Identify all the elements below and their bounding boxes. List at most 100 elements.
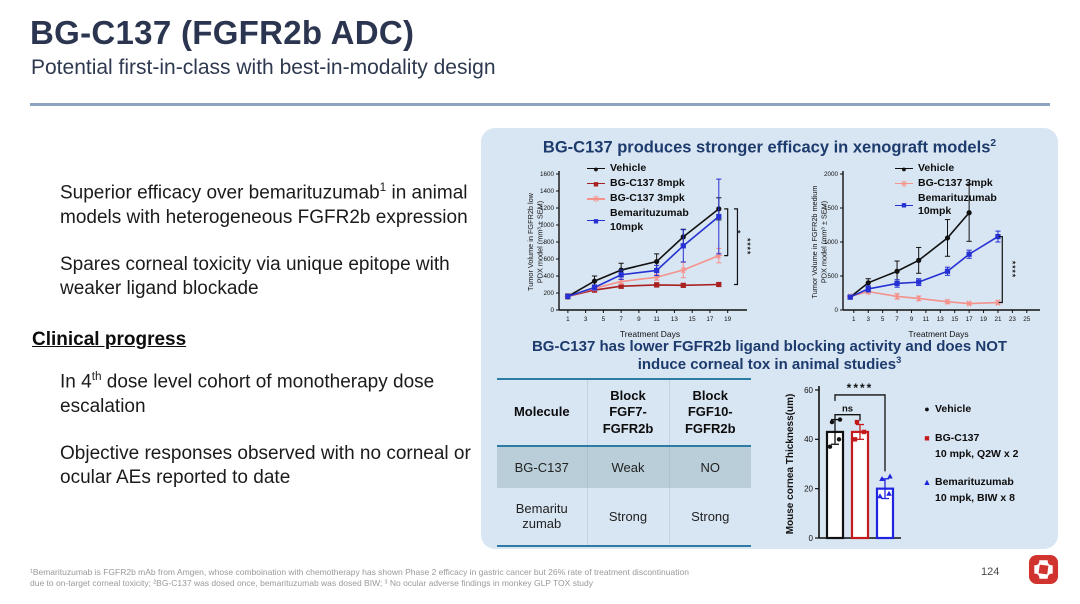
bullet-dose-level: In 4th dose level cohort of monotherapy … — [32, 369, 482, 420]
legend-label: Bemarituzumab 10mpk — [918, 192, 997, 218]
circle-marker-icon: ● — [895, 163, 913, 175]
page-title: BG-C137 (FGFR2b ADC) — [30, 14, 415, 51]
legend-label: Vehicle — [918, 162, 955, 174]
title-divider — [30, 103, 1050, 106]
legend-item: ✳ BG-C137 3mpk — [895, 177, 997, 190]
square-marker-icon: ■ — [587, 178, 605, 190]
svg-text:21: 21 — [994, 316, 1002, 323]
svg-text:400: 400 — [543, 273, 554, 280]
svg-text:1600: 1600 — [540, 171, 555, 178]
svg-text:Tumor Volume in FGFR2b medium: Tumor Volume in FGFR2b medium — [810, 186, 819, 299]
col-header-fgf10: Block FGF10- FGFR2b — [668, 378, 751, 447]
bullet-text: Objective responses observed with no cor… — [60, 442, 471, 489]
legend-item: ● Vehicle — [919, 402, 1018, 418]
svg-text:3: 3 — [584, 316, 588, 323]
chart-svg: 0 200 400 600 800 1000 1200 1400 1600 1 … — [526, 171, 752, 339]
svg-text:PDX model (mm³ ± SEM): PDX model (mm³ ± SEM) — [820, 201, 829, 283]
svg-text:17: 17 — [706, 316, 714, 323]
triangle-marker-icon: ▲ — [922, 477, 932, 488]
cell-fgf7: Weak — [586, 445, 669, 488]
legend-item: ✳ BG-C137 3mpk — [587, 192, 689, 205]
chart-legend: ● Vehicle ■ BG-C137 10 mpk, Q2W x 2 ▲ Bemarit… — [911, 374, 1019, 546]
svg-text:Treatment Days: Treatment Days — [620, 329, 680, 339]
svg-text:0: 0 — [809, 534, 814, 543]
svg-text:13: 13 — [671, 316, 679, 323]
bullet-text: In 4th dose level cohort of monotherapy … — [60, 370, 435, 418]
legend-label: Vehicle — [935, 403, 972, 415]
sparkle-icon — [32, 442, 60, 491]
ligand-blocking-title: BG-C137 has lower FGFR2b ligand blocking… — [531, 338, 1008, 374]
svg-text:500: 500 — [827, 273, 838, 280]
svg-text:1: 1 — [852, 316, 856, 323]
ligand-blocking-table: Molecule Block FGF7- FGFR2b Block FGF10-… — [497, 378, 751, 547]
svg-text:Mouse cornea Thickness(um): Mouse cornea Thickness(um) — [785, 394, 796, 535]
svg-text:0: 0 — [834, 307, 838, 314]
square-marker-icon: ■ — [895, 199, 913, 211]
svg-text:5: 5 — [602, 316, 606, 323]
footnotes: ¹Bemarituzumab is FGFR2b mAb from Amgen,… — [30, 567, 689, 589]
sparkle-icon — [32, 369, 60, 420]
col-header-fgf7: Block FGF7- FGFR2b — [586, 378, 669, 447]
star-marker-icon: ✳ — [895, 178, 913, 190]
legend-item: ■ BG-C137 8mpk — [587, 177, 689, 190]
cell-fgf7: Strong — [586, 487, 669, 547]
svg-text:7: 7 — [619, 316, 623, 323]
svg-text:0: 0 — [550, 307, 554, 314]
svg-text:1200: 1200 — [540, 205, 555, 212]
svg-text:11: 11 — [653, 316, 660, 323]
svg-text:2000: 2000 — [824, 171, 839, 178]
svg-text:9: 9 — [637, 316, 641, 323]
svg-text:19: 19 — [724, 316, 732, 323]
svg-text:ns: ns — [842, 404, 853, 415]
legend-item: ● Vehicle — [895, 162, 997, 175]
beigene-logo — [1028, 554, 1059, 585]
cell-molecule: Bemaritu zumab — [497, 487, 587, 547]
legend-item: ● Vehicle — [587, 162, 689, 175]
svg-text:****: **** — [1007, 261, 1017, 278]
svg-text:60: 60 — [804, 386, 813, 395]
svg-text:Tumor Volume in FGFR2b low: Tumor Volume in FGFR2b low — [526, 192, 535, 291]
page-subtitle: Potential first-in-class with best-in-mo… — [31, 56, 496, 79]
svg-text:15: 15 — [951, 316, 959, 323]
fgfr2b-medium-pdx-chart: 0 500 1000 1500 2000 1 3 5 7 9 11 13 15 … — [771, 162, 1058, 344]
svg-text:****: **** — [742, 238, 752, 255]
table-row-bgc137: BG-C137 Weak NO — [497, 445, 751, 488]
bullet-text: Superior efficacy over bemarituzumab1 in… — [60, 181, 468, 229]
svg-text:13: 13 — [937, 316, 945, 323]
svg-text:17: 17 — [966, 316, 974, 323]
svg-text:600: 600 — [543, 256, 554, 263]
legend-item: ■ BG-C137 10 mpk, Q2W x 2 — [919, 431, 1018, 463]
clinical-progress-heading: Clinical progress — [32, 329, 187, 351]
bullet-text: Spares corneal toxicity via unique epito… — [60, 253, 450, 300]
table-header-row: Molecule Block FGF7- FGFR2b Block FGF10-… — [497, 378, 751, 447]
svg-text:1500: 1500 — [824, 205, 839, 212]
legend-label: BG-C137 8mpk — [610, 177, 685, 190]
legend-label: Bemarituzumab 10 mpk, BIW x 8 — [935, 476, 1015, 504]
svg-text:7: 7 — [895, 316, 899, 323]
svg-text:****: **** — [847, 381, 874, 395]
legend-label: BG-C137 10 mpk, Q2W x 2 — [935, 431, 1019, 460]
svg-text:1000: 1000 — [540, 222, 555, 229]
svg-text:20: 20 — [804, 484, 813, 493]
svg-text:9: 9 — [910, 316, 914, 323]
key-points-section: Superior efficacy over bemarituzumab1 in… — [32, 180, 482, 513]
chart-legend: ● Vehicle ✳ BG-C137 3mpk ■ Bemarituzumab 10mp… — [895, 162, 997, 221]
svg-text:PDX model (mm³ ± SEM): PDX model (mm³ ± SEM) — [536, 201, 545, 283]
svg-text:3: 3 — [866, 316, 870, 323]
chart-legend: ● Vehicle ■ BG-C137 8mpk ✳ BG-C137 3mpk ■ Bemar… — [587, 162, 689, 236]
svg-text:11: 11 — [923, 316, 930, 323]
table-row-bemarituzumab: Bemaritu zumab Strong Strong — [497, 487, 751, 547]
cell-fgf10: NO — [668, 445, 751, 488]
svg-text:19: 19 — [980, 316, 988, 323]
svg-text:40: 40 — [804, 435, 813, 444]
square-marker-icon: ■ — [587, 215, 605, 227]
cell-fgf10: Strong — [668, 487, 751, 547]
sparkle-icon — [32, 180, 60, 231]
star-marker-icon: ✳ — [587, 193, 605, 205]
svg-text:1400: 1400 — [540, 188, 555, 195]
cornea-thickness-bar-chart: 0 20 40 60 Mouse cornea Thickness(um) ns **… — [783, 374, 1051, 546]
svg-text:5: 5 — [881, 316, 885, 323]
svg-text:200: 200 — [543, 290, 554, 297]
circle-marker-icon: ● — [924, 404, 930, 414]
xenograft-efficacy-title: BG-C137 produces stronger efficacy in xe… — [542, 138, 997, 157]
